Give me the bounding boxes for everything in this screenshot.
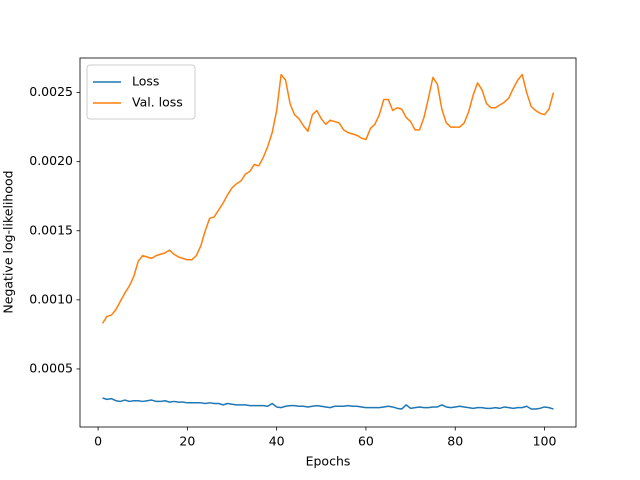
- y-tick-label: 0.0020: [29, 153, 73, 168]
- legend-box: [86, 64, 196, 120]
- y-axis-label: Negative log-likelihood: [1, 170, 16, 313]
- legend-label: Val. loss: [132, 95, 183, 110]
- y-tick-label: 0.0015: [29, 222, 73, 237]
- x-tick-label: 80: [447, 434, 463, 449]
- y-tick-label: 0.0010: [29, 291, 73, 306]
- data-line: [101, 73, 555, 324]
- x-tick-label: 20: [179, 434, 195, 449]
- x-axis-label: Epochs: [306, 454, 351, 469]
- y-tick-label: 0.0025: [29, 84, 73, 99]
- y-tick-label: 0.0005: [29, 360, 73, 375]
- legend-label: Loss: [132, 74, 159, 89]
- data-line: [102, 397, 554, 410]
- x-tick-label: 40: [269, 434, 285, 449]
- axes-frame: [79, 57, 577, 428]
- x-tick-label: 0: [94, 434, 102, 449]
- x-tick-label: 100: [533, 434, 557, 449]
- x-tick-label: 60: [358, 434, 374, 449]
